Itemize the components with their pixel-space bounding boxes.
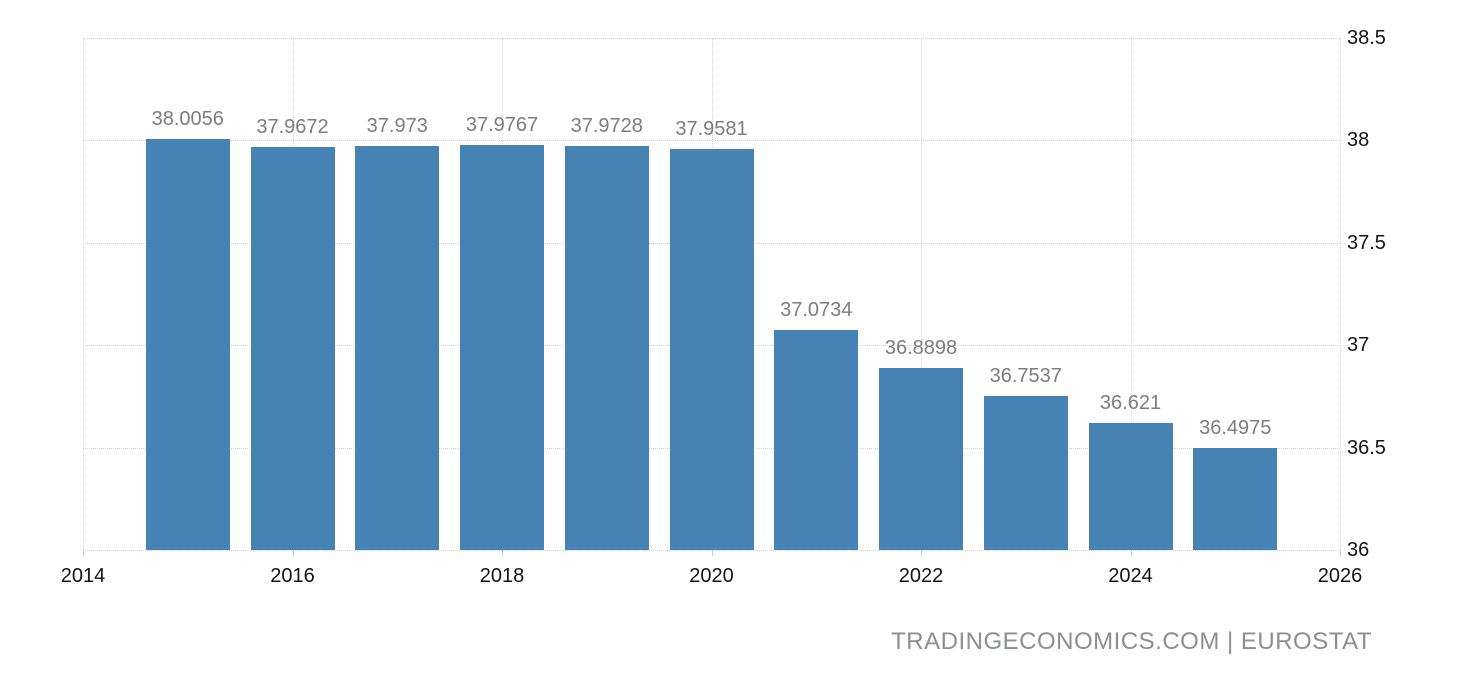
bar-value-label-2017: 37.973 (366, 114, 428, 137)
bar-value-label-2022: 36.8898 (884, 336, 958, 359)
y-tick-label-38.5: 38.5 (1347, 27, 1386, 49)
bar-2020 (669, 148, 754, 550)
bar-value-label-2018: 37.9767 (465, 114, 539, 137)
bar-2021 (774, 330, 859, 550)
x-tick-mark-2022 (921, 550, 922, 556)
x-tick-mark-2016 (292, 550, 294, 556)
bar-2024 (1088, 422, 1173, 550)
x-tick-label-2016: 2016 (270, 565, 315, 587)
bar-2015 (145, 139, 230, 550)
bar-2025 (1193, 448, 1278, 550)
bar-2018 (460, 145, 544, 550)
x-gridline (1340, 38, 1341, 550)
x-tick-mark-2018 (502, 550, 503, 556)
x-tick-mark-2024 (1130, 550, 1132, 556)
bar-value-label-2016: 37.9672 (256, 116, 329, 139)
y-tick-label-37: 37 (1347, 334, 1370, 357)
y-tick-label-38: 38 (1347, 129, 1370, 152)
x-gridline (921, 38, 922, 550)
x-tick-mark-2014 (83, 550, 84, 556)
x-gridline (83, 38, 84, 550)
x-tick-label-2022: 2022 (898, 565, 944, 587)
x-tick-label-2014: 2014 (60, 565, 106, 587)
bar-value-label-2019: 37.9728 (570, 114, 643, 137)
x-tick-mark-2026 (1340, 550, 1341, 556)
bar-value-label-2023: 36.7537 (989, 364, 1062, 387)
x-tick-label-2020: 2020 (689, 565, 734, 587)
bar-value-label-2021: 37.0734 (780, 299, 853, 322)
bar-2017 (355, 145, 440, 550)
y-tick-label-36.5: 36.5 (1347, 436, 1386, 459)
x-tick-label-2024: 2024 (1108, 565, 1153, 587)
bar-2019 (564, 145, 649, 550)
y-tick-label-36: 36 (1347, 539, 1370, 561)
bar-value-label-2020: 37.9581 (675, 117, 748, 140)
watermark-text: TRADINGECONOMICS.COM | EUROSTAT (891, 628, 1372, 655)
y-tick-label-37.5: 37.5 (1347, 231, 1386, 254)
x-tick-mark-2020 (711, 550, 713, 556)
plot-area: 38.0056 37.9672 37.973 37.9767 37.9728 37.958… (83, 38, 1341, 551)
bar-value-label-2024: 36.621 (1099, 391, 1162, 414)
bar-value-label-2025: 36.4975 (1199, 417, 1272, 440)
bar-2023 (983, 395, 1068, 550)
x-tick-label-2018: 2018 (479, 565, 525, 587)
bar-2022 (879, 367, 963, 550)
bar-2016 (250, 147, 335, 550)
x-gridline (1130, 38, 1132, 550)
bar-value-label-2015: 38.0056 (151, 108, 224, 131)
x-tick-label-2026: 2026 (1317, 565, 1363, 587)
